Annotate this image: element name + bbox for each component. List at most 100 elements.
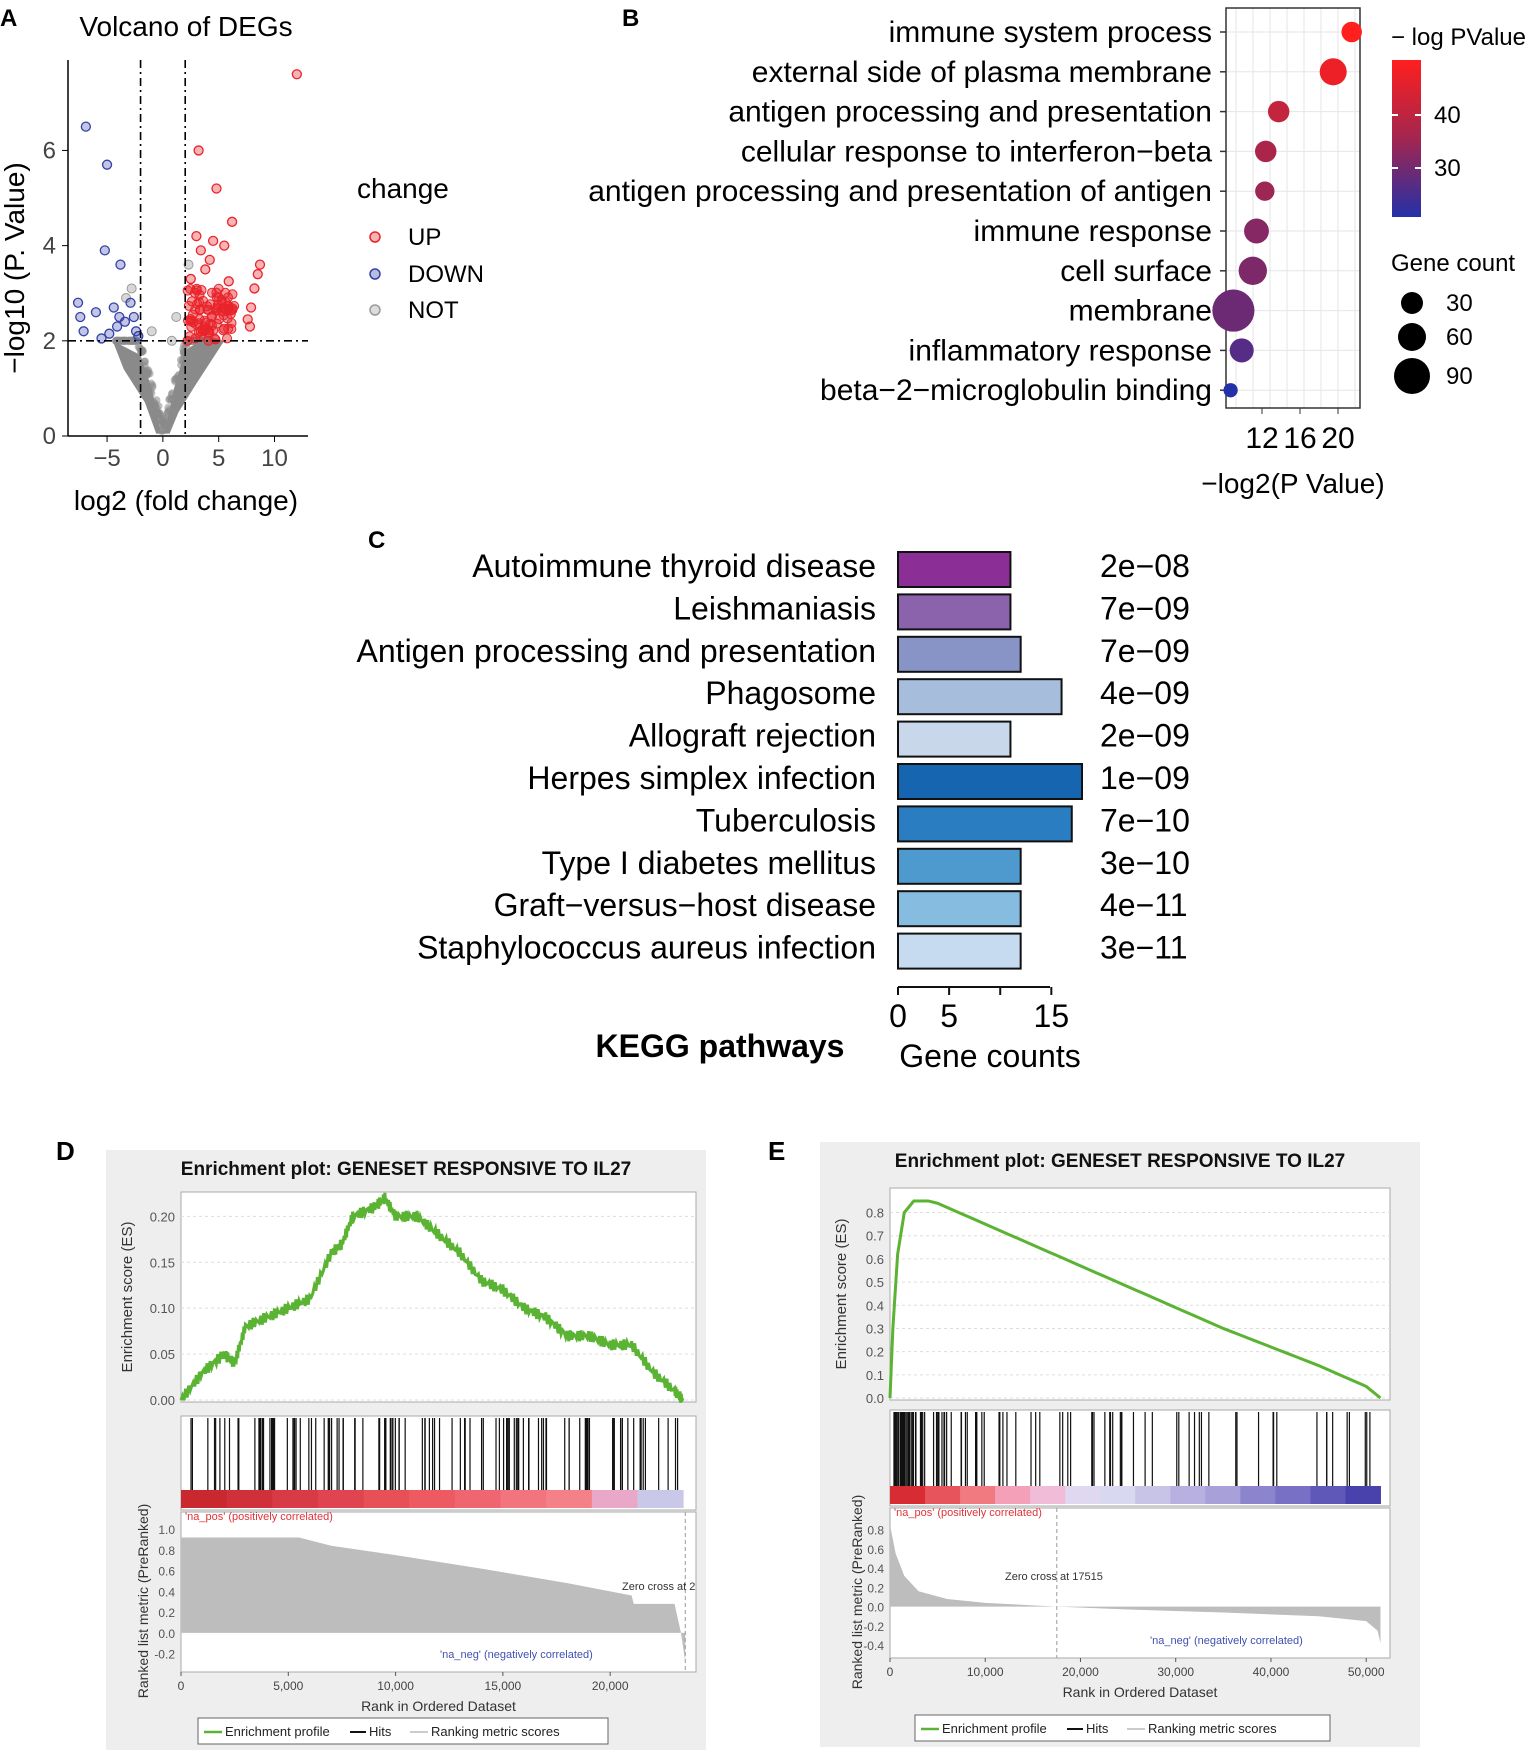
volcano-not-point [114,336,123,345]
panel-b: B immune system process external side of … [588,5,1526,499]
gsea-rank-colorbar-segment [454,1490,502,1508]
kegg-pvalue-label: 3e−11 [1100,930,1188,966]
volcano-up-point [226,323,237,334]
legend-not-swatch [369,304,381,316]
volcano-not-point [144,366,153,375]
gsea-es-tick-label: 0.10 [150,1301,175,1316]
volcano-up-point [197,325,208,336]
legend-up-label: UP [408,224,441,251]
volcano-up-point [252,269,263,280]
gsea-es-tick-label: 0.20 [150,1209,175,1224]
volcano-down-point [119,316,131,327]
volcano-down-point [78,326,89,337]
gsea-es-tick-label: 0.15 [150,1255,175,1270]
gsea-metric-tick-label: 0.8 [867,1524,884,1538]
volcano-down-point [99,245,110,256]
gsea-rank-colorbar-segment [890,1486,926,1504]
kegg-bar [897,678,1063,716]
volcano-not-point [135,343,144,352]
size-legend-dot-30 [1401,292,1423,314]
color-legend-tick-label: 40 [1434,102,1461,129]
volcano-legend-title: change [357,173,449,204]
panel-c: C Autoimmune thyroid disease 2e−08 Leishma… [357,527,1190,1074]
size-legend-dot-60 [1398,323,1426,351]
gsea-x-tick-label: 50,000 [1348,1665,1385,1679]
gsea-metric-area [890,1524,1381,1644]
gsea-x-tick-label: 10,000 [967,1665,1004,1679]
panel-letter-a: A [0,5,17,32]
gsea-rank-colorbar-segment [1240,1486,1276,1504]
volcano-down-point [125,297,136,308]
volcano-down-point [72,297,84,308]
volcano-title: Volcano of DEGs [79,11,292,42]
gsea-x-tick-label: 40,000 [1253,1665,1290,1679]
gsea-metric-tick-label: 0.2 [158,1606,175,1620]
volcano-up-point [219,240,230,251]
gsea-metric-tick-label: -0.4 [863,1639,884,1653]
volcano-not-point [183,259,194,270]
gsea-rank-colorbar-segment [226,1490,273,1508]
kegg-bar [897,551,1012,588]
gsea-es-tick-label: 0.00 [150,1393,175,1408]
volcano-not-point [168,389,177,398]
gsea-es-tick-label: 0.0 [866,1391,884,1406]
bubble-term-label: immune system process [889,16,1212,49]
gsea-legend-label: Hits [369,1724,392,1739]
volcano-x-axis-label: log2 (fold change) [74,485,298,516]
gsea-metric-area [181,1537,686,1662]
gsea-x-tick-label: 30,000 [1157,1665,1194,1679]
kegg-pvalue-label: 7e−09 [1100,633,1190,669]
volcano-up-point [184,331,195,342]
panel-e: E Enrichment plot: GENESET RESPONSIVE TO… [768,1136,1420,1747]
volcano-not-point [179,347,188,356]
volcano-not-point [165,395,174,404]
gsea-legend-label: Enrichment profile [225,1724,330,1739]
bubble-term-label: immune response [974,215,1212,248]
volcano-up-point [223,276,234,287]
gsea-x-tick-label: 5,000 [273,1679,303,1693]
volcano-up-point [205,299,216,310]
gsea-metric-tick-label: 0.6 [867,1543,884,1557]
gsea-x-axis-label: Rank in Ordered Dataset [1063,1684,1218,1700]
gsea-metric-tick-label: -0.2 [154,1648,175,1662]
gsea-x-tick-label: 20,000 [592,1679,629,1693]
bubble-point [1223,383,1238,398]
bubble-term-label: beta−2−microglobulin binding [820,374,1212,407]
bubble-term-label: external side of plasma membrane [752,56,1212,89]
gsea-rank-colorbar-segment [995,1486,1031,1504]
bubble-term-label: antigen processing and presentation [728,96,1212,129]
volcano-down-point [108,302,119,313]
volcano-up-point [191,283,202,294]
kegg-pvalue-label: 7e−10 [1100,802,1190,838]
bubble-point [1238,256,1267,285]
gsea-x-tick-label: 20,000 [1062,1665,1099,1679]
kegg-category-label: Autoimmune thyroid disease [472,548,876,584]
gsea-metric-axis-label: Ranked list metric (PreRanked) [849,1495,865,1690]
legend-not-label: NOT [408,297,459,324]
bubble-term-labels: immune system process external side of pl… [588,16,1226,407]
volcano-x-tick-label: 10 [261,445,288,472]
volcano-down-point [101,159,113,170]
kegg-pvalue-label: 4e−11 [1100,887,1188,923]
gsea-es-tick-label: 0.4 [866,1298,884,1313]
gsea-rank-colorbar-segment [1030,1486,1066,1504]
volcano-not-point [175,370,184,379]
volcano-up-point [291,69,302,80]
gsea-es-plot [180,1191,697,1403]
gsea-metric-plot [889,1507,1391,1659]
kegg-pvalue-label: 3e−10 [1100,845,1190,881]
kegg-bars: Autoimmune thyroid disease 2e−08 Leishmani… [357,548,1190,970]
gsea-zero-cross-label: Zero cross at 2 [622,1581,695,1593]
gsea-rank-colorbar-segment [960,1486,996,1504]
gsea-metric-tick-label: 1.0 [158,1523,175,1537]
kegg-pvalue-label: 7e−09 [1100,590,1190,626]
gsea-metric-tick-label: 0.4 [158,1585,175,1599]
volcano-up-point [216,306,227,317]
volcano-not-point [171,377,180,386]
gsea-x-tick-label: 0 [887,1665,894,1679]
gsea-metric-tick-label: -0.2 [863,1620,884,1634]
gsea-neg-label: 'na_neg' (negatively correlated) [1150,1635,1303,1647]
volcano-up-point [191,230,202,242]
bubble-point [1341,21,1362,43]
